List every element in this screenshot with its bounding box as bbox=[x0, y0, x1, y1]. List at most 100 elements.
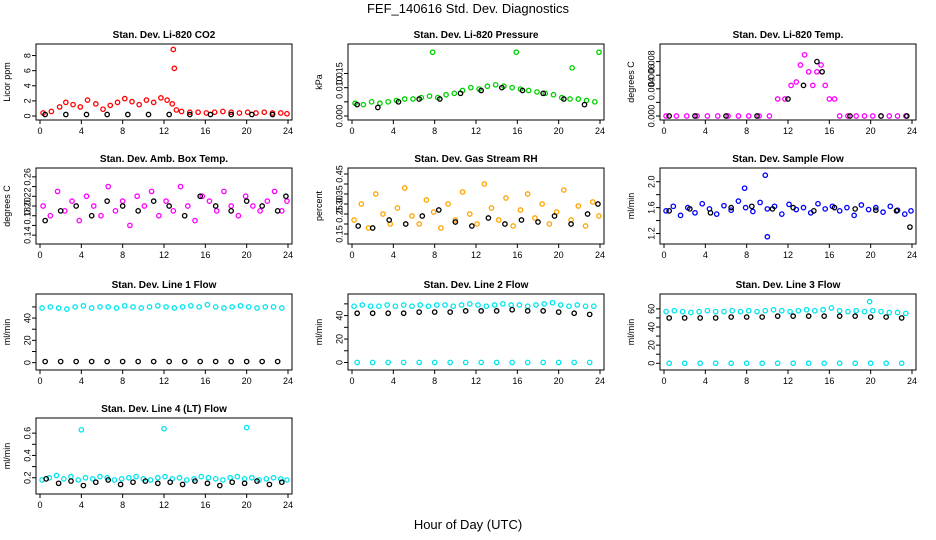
y-tick-label: 0.30 bbox=[334, 195, 344, 213]
data-point-reference bbox=[57, 208, 64, 214]
data-point-primary bbox=[696, 308, 702, 315]
data-point-reference bbox=[192, 478, 198, 484]
data-point-primary bbox=[98, 212, 104, 219]
data-point-primary bbox=[894, 113, 901, 119]
y-tick-label: 20 bbox=[22, 335, 32, 345]
data-point-primary bbox=[541, 301, 548, 307]
y-tick-label: 0.010 bbox=[334, 76, 344, 99]
data-point-reference bbox=[821, 313, 828, 319]
data-point-reference bbox=[42, 111, 49, 118]
data-point-reference bbox=[852, 206, 859, 212]
data-point-primary bbox=[782, 96, 788, 102]
data-point-primary bbox=[474, 221, 480, 227]
data-point-primary bbox=[173, 107, 180, 113]
data-point-primary bbox=[532, 215, 538, 221]
x-tick-label: 20 bbox=[554, 376, 564, 386]
data-point-primary bbox=[778, 307, 785, 314]
data-point-primary bbox=[488, 205, 495, 211]
data-point-primary bbox=[721, 308, 727, 315]
data-point-primary bbox=[245, 304, 252, 310]
data-point-primary bbox=[410, 96, 416, 102]
data-point-reference bbox=[571, 310, 578, 317]
y-axis-label: ml/min bbox=[626, 319, 636, 346]
data-point-primary bbox=[284, 198, 290, 204]
data-point-zero-line bbox=[571, 359, 578, 366]
data-point-primary bbox=[766, 113, 773, 119]
data-point-reference bbox=[135, 208, 142, 214]
y-tick-label: 0.45 bbox=[334, 165, 344, 183]
data-point-primary bbox=[533, 302, 539, 308]
data-point-primary bbox=[858, 202, 865, 208]
data-point-primary bbox=[878, 308, 884, 315]
data-point-primary bbox=[861, 308, 868, 315]
data-point-reference bbox=[595, 201, 601, 207]
panel-title: Stan. Dev. Li-820 Pressure bbox=[414, 30, 539, 41]
data-point-primary bbox=[492, 81, 499, 88]
x-tick-label: 8 bbox=[744, 376, 749, 386]
data-point-primary bbox=[517, 207, 524, 213]
x-tick-label: 8 bbox=[120, 250, 125, 260]
data-point-primary bbox=[130, 304, 136, 310]
data-point-primary bbox=[244, 109, 251, 116]
data-point-reference bbox=[831, 204, 838, 211]
data-point-reference bbox=[119, 358, 126, 365]
data-point-reference bbox=[83, 111, 90, 118]
data-point-primary bbox=[105, 183, 112, 190]
data-point-primary bbox=[575, 203, 582, 209]
data-point-primary bbox=[788, 82, 794, 89]
data-point-primary bbox=[72, 304, 78, 310]
data-point-primary bbox=[80, 302, 87, 309]
data-point-outliers bbox=[569, 64, 575, 71]
figure-title: FEF_140616 Std. Dev. Diagnostics bbox=[366, 1, 570, 16]
data-point-primary bbox=[670, 203, 677, 210]
x-tick-label: 20 bbox=[866, 126, 876, 136]
data-point-primary bbox=[75, 477, 82, 483]
data-point-reference bbox=[903, 113, 910, 119]
data-point-primary bbox=[40, 203, 46, 209]
data-point-primary bbox=[750, 208, 756, 215]
data-point-primary bbox=[466, 301, 473, 307]
data-point-reference bbox=[43, 476, 50, 482]
data-point-primary bbox=[69, 198, 75, 204]
data-point-primary bbox=[195, 109, 201, 116]
data-point-primary bbox=[48, 108, 55, 115]
data-point-reference bbox=[436, 96, 443, 102]
data-point-reference bbox=[88, 212, 95, 219]
data-point-primary bbox=[887, 203, 894, 210]
y-tick-label: 0.20 bbox=[22, 197, 32, 215]
data-point-primary bbox=[47, 304, 54, 310]
y-tick-label: 0 bbox=[22, 360, 32, 365]
data-point-reference bbox=[207, 111, 214, 118]
data-point-primary bbox=[257, 208, 263, 214]
data-point-reference bbox=[581, 101, 588, 108]
x-tick-label: 24 bbox=[595, 250, 605, 260]
data-point-primary bbox=[376, 303, 382, 310]
data-point-reference bbox=[254, 478, 260, 484]
data-point-primary bbox=[227, 474, 233, 481]
data-point-reference bbox=[92, 479, 99, 486]
data-point-zero-line bbox=[697, 360, 704, 367]
data-point-primary bbox=[377, 100, 383, 107]
data-point-primary bbox=[438, 225, 444, 231]
x-tick-label: 20 bbox=[554, 250, 564, 260]
data-point-primary bbox=[425, 303, 432, 310]
data-point-zero-line bbox=[728, 360, 735, 367]
data-point-primary bbox=[582, 223, 589, 229]
data-point-outliers bbox=[429, 49, 436, 56]
data-point-reference bbox=[55, 480, 62, 487]
data-point-primary bbox=[277, 476, 284, 482]
data-point-primary bbox=[560, 187, 567, 193]
data-point-primary bbox=[865, 206, 872, 213]
data-point-primary bbox=[836, 113, 843, 119]
x-tick-label: 20 bbox=[242, 376, 252, 386]
data-point-primary bbox=[171, 305, 178, 311]
data-point-primary bbox=[129, 98, 135, 105]
data-point-reference bbox=[259, 203, 266, 209]
data-point-primary bbox=[92, 101, 99, 107]
data-point-primary bbox=[114, 99, 121, 106]
data-point-primary bbox=[714, 113, 721, 119]
data-point-primary bbox=[491, 302, 498, 308]
data-point-reference bbox=[68, 478, 74, 484]
y-axis-label: ml/min bbox=[626, 193, 636, 220]
data-point-zero-line bbox=[821, 360, 828, 367]
